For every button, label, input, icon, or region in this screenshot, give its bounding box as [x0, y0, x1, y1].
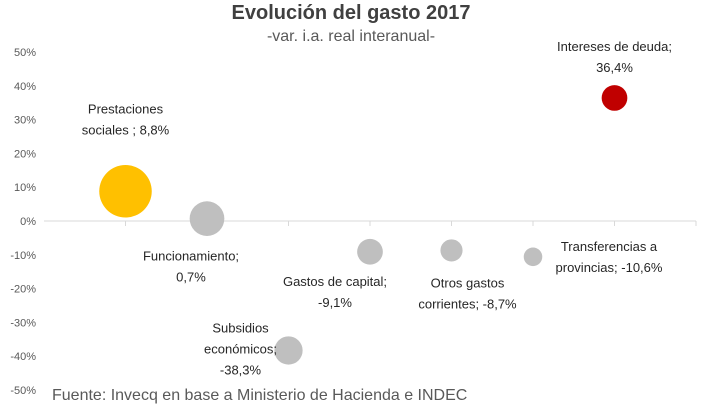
- data-label: Prestaciones sociales ; 8,8%: [82, 101, 170, 137]
- bubble-point: [523, 247, 543, 267]
- y-tick-label: -40%: [10, 351, 36, 363]
- y-tick-label: -20%: [10, 284, 36, 296]
- data-label: Otros gastos corrientes; -8,7%: [418, 275, 517, 311]
- y-tick-label: 40%: [14, 81, 36, 93]
- y-tick-label: -30%: [10, 317, 36, 329]
- data-label: Funcionamiento; 0,7%: [143, 249, 239, 285]
- y-tick-label: -10%: [10, 250, 36, 262]
- bubble-point: [601, 85, 628, 111]
- data-label: Subsidios económicos; -38,3%: [204, 320, 277, 377]
- bubble-point: [357, 238, 383, 265]
- data-label: Intereses de deuda; 36,4%: [557, 39, 672, 75]
- bubble-point: [274, 336, 303, 365]
- bubble-point: [99, 165, 152, 218]
- y-tick-label: 0%: [20, 216, 36, 228]
- bubble-point: [440, 239, 463, 262]
- y-tick-label: 30%: [14, 115, 36, 127]
- source-note: Fuente: Invecq en base a Ministerio de H…: [52, 387, 468, 404]
- chart-subtitle: -var. i.a. real interanual-: [266, 28, 436, 45]
- y-tick-label: 10%: [14, 182, 36, 194]
- y-tick-label: 50%: [14, 47, 36, 59]
- bubble-point: [189, 201, 225, 236]
- data-label: Gastos de capital; -9,1%: [283, 274, 387, 310]
- y-tick-label: 20%: [14, 148, 36, 160]
- data-label: Transferencias a provincias; -10,6%: [556, 239, 663, 275]
- y-tick-label: -50%: [10, 385, 36, 397]
- chart-title: Evolución del gasto 2017: [231, 2, 471, 24]
